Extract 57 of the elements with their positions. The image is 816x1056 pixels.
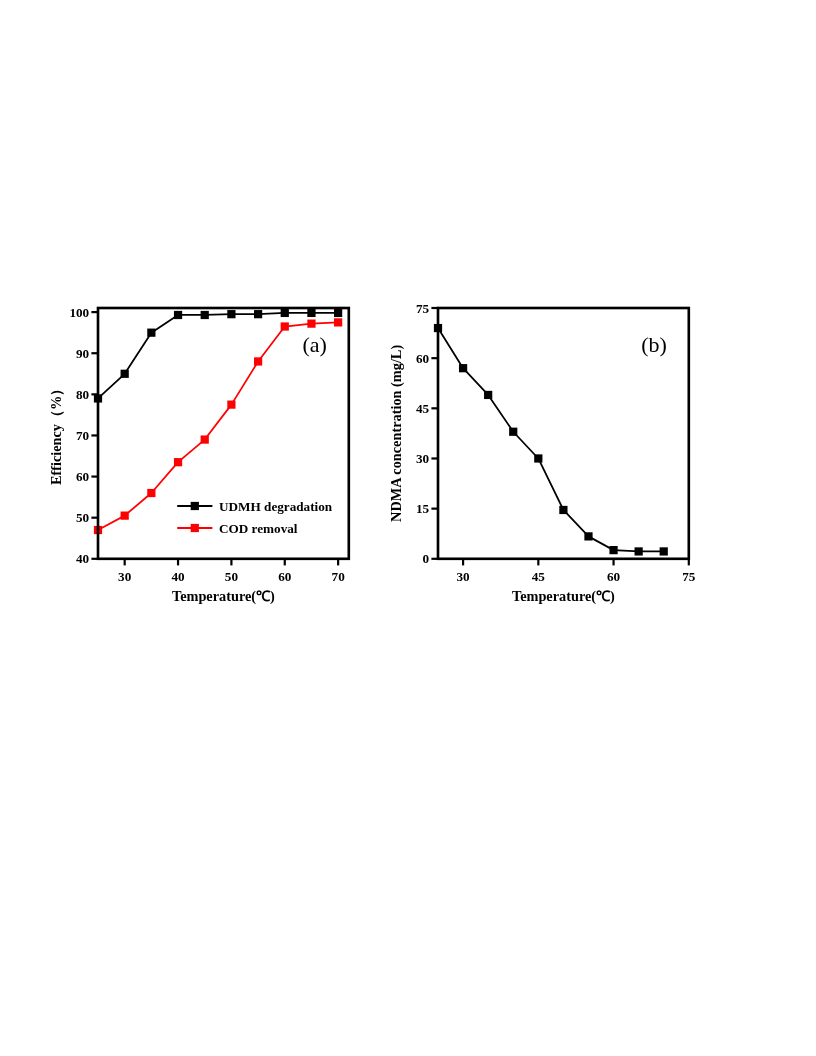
y-tick-label: 75: [416, 300, 430, 316]
y-tick-label: 15: [416, 501, 430, 517]
point: [200, 435, 209, 444]
y-tick-label: 80: [76, 386, 90, 402]
point: [173, 458, 183, 467]
y-axis-title: Efficiency（%）: [47, 381, 64, 486]
y-tick-label: 70: [76, 428, 90, 444]
point: [307, 308, 316, 318]
x-tick-label: 75: [682, 568, 696, 584]
y-tick-label: 60: [416, 350, 430, 366]
x-tick-label: 70: [331, 568, 346, 584]
y-tick-label: 40: [76, 551, 90, 567]
y-tick-label: 30: [416, 451, 430, 467]
point: [280, 322, 289, 331]
point: [509, 427, 518, 436]
point: [458, 364, 468, 373]
x-tick-label: 30: [118, 568, 132, 584]
point: [559, 505, 568, 515]
x-tick-label: 50: [224, 568, 239, 584]
legend-label: COD removal: [219, 520, 298, 536]
annotation: (b): [641, 332, 667, 357]
point: [253, 310, 263, 319]
x-tick-label: 45: [531, 568, 546, 584]
legend-label: UDMH degradation: [219, 498, 333, 514]
point: [609, 545, 618, 555]
y-tick-label: 100: [69, 304, 90, 320]
point: [584, 532, 593, 541]
point: [334, 318, 343, 327]
y-tick-label: 50: [76, 510, 90, 526]
point: [227, 400, 236, 409]
point: [120, 369, 129, 378]
x-tick-label: 60: [278, 568, 292, 584]
x-axis-title: Temperature(℃): [511, 587, 616, 605]
x-tick-label: 60: [606, 568, 621, 584]
x-tick-label: 40: [171, 568, 186, 584]
y-tick-label: 60: [76, 469, 90, 485]
point: [334, 308, 343, 318]
x-tick-label: 30: [456, 568, 471, 584]
point: [253, 357, 263, 366]
point: [120, 511, 129, 520]
point: [227, 310, 236, 319]
y-tick-label: 0: [422, 551, 430, 567]
point: [634, 547, 643, 556]
point: [307, 319, 316, 328]
point: [200, 310, 209, 320]
point: [147, 328, 156, 337]
annotation: (a): [302, 332, 327, 357]
x-axis-title: Temperature(℃): [171, 587, 276, 605]
point: [534, 454, 543, 463]
y-tick-label: 45: [416, 400, 430, 416]
point: [659, 547, 668, 556]
y-tick-label: 90: [76, 345, 90, 361]
point: [173, 310, 183, 320]
point: [280, 308, 289, 318]
point: [147, 488, 156, 498]
y-axis-title: NDMA concentration (mg/L): [387, 344, 405, 522]
point: [484, 390, 493, 400]
